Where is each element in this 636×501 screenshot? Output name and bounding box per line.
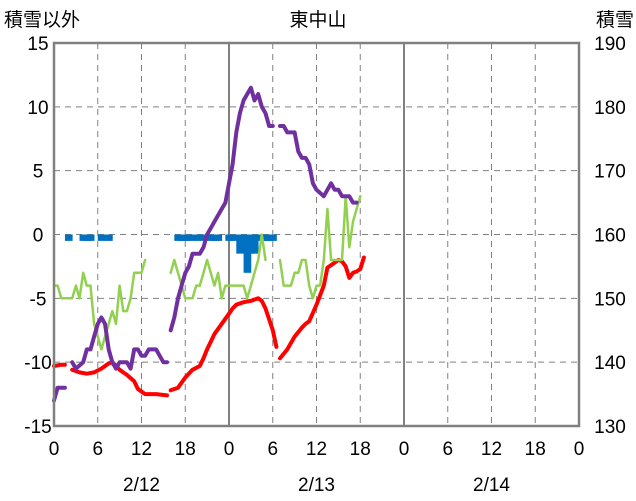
snow-depth-line xyxy=(70,315,169,371)
snow-depth-line xyxy=(52,385,67,403)
x-tick-label: 6 xyxy=(267,439,278,460)
right-axis-title: 積雪 xyxy=(596,9,634,31)
gridlines xyxy=(54,43,579,426)
wind-line xyxy=(52,258,147,351)
y-left-tick-label: 15 xyxy=(27,34,48,55)
date-label: 2/14 xyxy=(473,475,510,496)
snow-depth-line xyxy=(168,85,275,333)
x-tick-label: 0 xyxy=(224,439,235,460)
x-tick-label: 6 xyxy=(442,439,453,460)
precipitation-bar xyxy=(86,234,95,241)
x-tick-label: 12 xyxy=(306,439,327,460)
x-tick-label: 18 xyxy=(175,439,196,460)
x-tick-label: 0 xyxy=(49,439,60,460)
precipitation-bar xyxy=(229,234,237,241)
y-left-tick-label: -15 xyxy=(24,417,51,438)
temperature-line xyxy=(278,255,366,361)
temperature-line xyxy=(168,296,279,393)
precipitation-bar xyxy=(64,234,73,241)
y-right-tick-label: 140 xyxy=(594,353,626,374)
precipitation-bar xyxy=(269,234,277,241)
plot-frame xyxy=(52,41,581,428)
x-tick-label: 0 xyxy=(399,439,410,460)
precipitation-bar xyxy=(105,234,113,241)
date-label: 2/12 xyxy=(123,475,160,496)
date-label: 2/13 xyxy=(298,475,335,496)
y-left-tick-label: -10 xyxy=(24,353,51,374)
x-tick-label: 6 xyxy=(92,439,103,460)
precipitation-bar xyxy=(199,234,208,241)
y-left-tick-label: -5 xyxy=(30,289,47,310)
x-tick-label: 12 xyxy=(481,439,502,460)
y-right-tick-label: 170 xyxy=(594,162,626,183)
y-left-tick-label: 5 xyxy=(33,162,44,183)
wind-line xyxy=(169,233,267,300)
y-right-tick-label: 160 xyxy=(594,226,626,247)
y-right-tick-label: 190 xyxy=(594,34,626,55)
temperature-line xyxy=(52,362,67,368)
temperature-line xyxy=(70,360,169,398)
series-lines xyxy=(52,85,366,403)
precipitation-bar xyxy=(185,234,193,241)
precipitation-bar xyxy=(192,234,201,241)
y-left-tick-label: 10 xyxy=(27,98,48,119)
snow-depth-line xyxy=(278,124,359,205)
x-tick-label: 18 xyxy=(350,439,371,460)
precipitation-bar xyxy=(97,234,106,241)
precipitation-bar xyxy=(250,234,259,254)
y-right-tick-label: 130 xyxy=(594,417,626,438)
y-left-tick-label: 0 xyxy=(33,226,44,247)
precipitation-bars xyxy=(64,234,277,273)
left-axis-title: 積雪以外 xyxy=(4,9,80,31)
y-right-tick-label: 150 xyxy=(594,289,626,310)
x-tick-label: 12 xyxy=(131,439,152,460)
x-tick-label: 18 xyxy=(525,439,546,460)
wind-line xyxy=(278,194,362,300)
precipitation-bar xyxy=(214,234,223,241)
chart-title: 東中山 xyxy=(289,9,346,31)
y-right-tick-label: 180 xyxy=(594,98,626,119)
x-tick-label: 0 xyxy=(574,439,585,460)
